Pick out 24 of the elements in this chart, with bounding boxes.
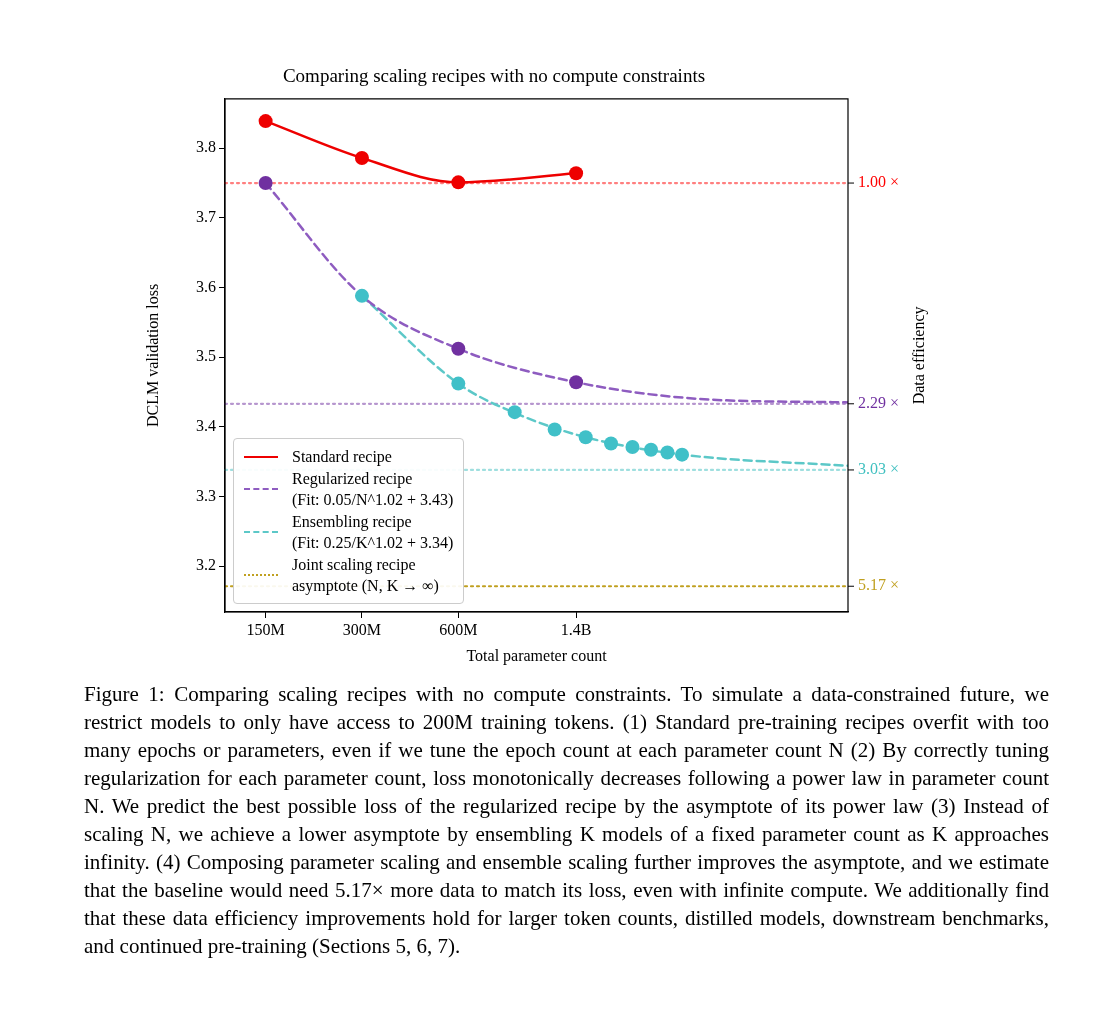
- chart-title: Comparing scaling recipes with no compute constraints: [282, 65, 706, 87]
- legend-label: Joint scaling recipe asymptote (N, K → ∞): [292, 555, 439, 596]
- ref-line-label: 3.03 ×: [858, 460, 900, 478]
- x-tick-label: 1.4B: [560, 620, 592, 638]
- y-axis-title: DCLM validation loss: [143, 283, 161, 427]
- ref-line-label: 1.00 ×: [858, 173, 900, 191]
- y-tick-label: 3.3: [196, 486, 216, 504]
- text: Figure 1: Comparing scaling recipes with no compute constraints. To simulate a data-constrained future, we restrict models to only have access to 200M training tokens. (1) Standard pre-training recipes overfit with too many epochs or parameters, even if we tune the epoch count at each parameter count N (2) By correctly tuning regularization for each parameter count, loss monotonically decreases following a power law in parameter count N. We predict the best possible loss of the regularized recipe by the asymptote of its power law (3) Instead of scaling N, we achieve a lower asymptote by ensembling K models of a fixed parameter count as K approaches infinity. (4) Composing parameter scaling and ensemble scaling further improves the asymptote, and we estimate that the baseline would need 5.17× more data to match its loss, even with infinite compute. We additionally find that these data efficiency improvements hold for larger token counts, distilled models, downstream benchmarks, and continued pre-training (Sections 5, 6, 7).: [84, 682, 1049, 958]
- y-tick-label: 3.6: [196, 277, 216, 295]
- y-tick-label: 3.8: [196, 138, 216, 156]
- ref-line-label: 2.29 ×: [858, 394, 900, 411]
- y2-axis-title: Data efficiency: [910, 306, 929, 405]
- y-tick-label: 3.2: [196, 556, 216, 574]
- x-tick-label: 600M: [439, 620, 478, 638]
- text: 5.17 ×: [858, 576, 900, 594]
- x-tick-label: 150M: [246, 620, 285, 638]
- legend-label: Regularized recipe (Fit: 0.05/N^1.02 + 3.43): [292, 469, 454, 510]
- y-tick-label: 3.7: [196, 208, 216, 226]
- legend-label: Standard recipe: [292, 447, 392, 467]
- y-tick-label: 3.5: [196, 347, 216, 365]
- y-tick-label: 3.4: [196, 416, 216, 434]
- x-axis-title: Total parameter count: [466, 646, 608, 665]
- x-tick-label: 300M: [342, 620, 382, 638]
- legend-label: Ensembling recipe (Fit: 0.25/K^1.02 + 3.34): [292, 512, 454, 553]
